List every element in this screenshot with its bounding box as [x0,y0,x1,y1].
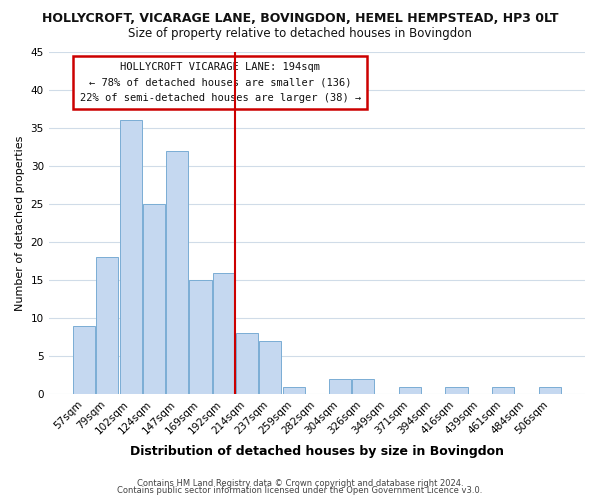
Bar [73,326,95,394]
Bar [352,379,374,394]
Bar [166,150,188,394]
Y-axis label: Number of detached properties: Number of detached properties [15,136,25,310]
Bar [492,387,514,394]
Text: Size of property relative to detached houses in Bovingdon: Size of property relative to detached ho… [128,28,472,40]
Bar [143,204,165,394]
Bar [236,334,258,394]
Bar [399,387,421,394]
Bar [97,258,118,394]
Text: HOLLYCROFT, VICARAGE LANE, BOVINGDON, HEMEL HEMPSTEAD, HP3 0LT: HOLLYCROFT, VICARAGE LANE, BOVINGDON, HE… [42,12,558,26]
Bar [329,379,351,394]
X-axis label: Distribution of detached houses by size in Bovingdon: Distribution of detached houses by size … [130,444,504,458]
Bar [539,387,560,394]
Bar [212,272,235,394]
Bar [190,280,212,394]
Bar [283,387,305,394]
Text: Contains public sector information licensed under the Open Government Licence v3: Contains public sector information licen… [118,486,482,495]
Text: Contains HM Land Registry data © Crown copyright and database right 2024.: Contains HM Land Registry data © Crown c… [137,478,463,488]
Bar [259,341,281,394]
Bar [119,120,142,394]
Text: HOLLYCROFT VICARAGE LANE: 194sqm
← 78% of detached houses are smaller (136)
22% : HOLLYCROFT VICARAGE LANE: 194sqm ← 78% o… [80,62,361,103]
Bar [445,387,467,394]
